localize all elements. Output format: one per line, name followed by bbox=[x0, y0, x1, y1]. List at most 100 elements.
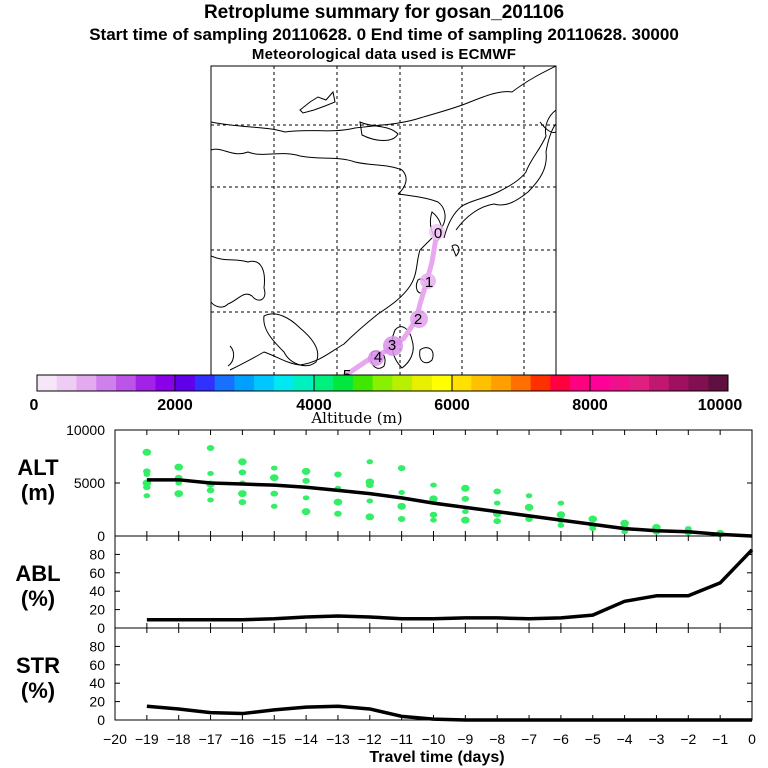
map-frame bbox=[210, 65, 557, 376]
colorbar-cell bbox=[491, 375, 512, 391]
scatter-point bbox=[557, 522, 565, 528]
x-tick-label: −4 bbox=[617, 731, 633, 747]
x-tick-label: −3 bbox=[648, 731, 664, 747]
x-tick-label: −10 bbox=[422, 731, 446, 747]
panel-frame bbox=[114, 535, 753, 629]
panel-alt: ALT (m) 0 5000 10000 bbox=[17, 422, 753, 544]
y-tick-label: 5000 bbox=[74, 475, 105, 491]
scatter-point bbox=[430, 517, 437, 523]
scatter-point bbox=[430, 482, 437, 488]
y-tick-label: 20 bbox=[89, 694, 105, 710]
scatter-point bbox=[238, 490, 247, 498]
colorbar-cell bbox=[293, 375, 314, 391]
x-tick-label: −14 bbox=[294, 731, 318, 747]
scatter-point bbox=[206, 445, 215, 452]
x-tick-label: −5 bbox=[585, 731, 601, 747]
colorbar-cell bbox=[609, 375, 630, 391]
scatter-point bbox=[334, 510, 342, 517]
scatter-point bbox=[461, 495, 470, 502]
scatter-point bbox=[525, 493, 533, 499]
day-1-label: 1 bbox=[425, 274, 433, 291]
scatter-point bbox=[175, 480, 182, 486]
colorbar-title: Altitude (m) bbox=[310, 409, 402, 427]
colorbar-cell bbox=[273, 375, 295, 391]
scatter-point bbox=[269, 474, 279, 482]
panel-ylabel: ALT (m) bbox=[17, 455, 59, 505]
scatter-point bbox=[301, 508, 311, 516]
x-tick-label: −16 bbox=[231, 731, 255, 747]
scatter-point bbox=[556, 511, 566, 519]
scatter-point bbox=[365, 513, 375, 521]
y-tick-label: 0 bbox=[97, 528, 105, 544]
colorbar-cell bbox=[372, 375, 393, 391]
colorbar-cell bbox=[530, 375, 551, 391]
panel-frame bbox=[114, 627, 753, 721]
day-2-label: 2 bbox=[414, 311, 422, 328]
day-3-label: 3 bbox=[388, 337, 396, 354]
scatter-point bbox=[301, 467, 311, 475]
scatter-point bbox=[270, 465, 278, 471]
scatter-point bbox=[397, 465, 406, 472]
colorbar-cell bbox=[668, 375, 690, 391]
colorbar-cell bbox=[135, 375, 156, 391]
colorbar-cell bbox=[175, 375, 196, 391]
scatter-point bbox=[620, 519, 629, 527]
x-tick-label: −11 bbox=[390, 731, 413, 747]
scatter-point bbox=[621, 529, 628, 535]
x-tick-label: −8 bbox=[489, 731, 505, 747]
colorbar-tick: 10000 bbox=[698, 397, 743, 414]
scatter-point bbox=[589, 526, 597, 532]
colorbar-cell bbox=[570, 375, 591, 391]
x-tick-label: 0 bbox=[748, 731, 756, 747]
y-tick-label: 60 bbox=[89, 565, 105, 581]
y-tick-label: 10000 bbox=[66, 422, 105, 438]
colorbar-cell bbox=[254, 375, 275, 391]
scatter-point bbox=[397, 516, 406, 523]
scatter-point bbox=[366, 482, 374, 489]
x-tick-label: −13 bbox=[326, 731, 350, 747]
scatter-point bbox=[334, 471, 342, 478]
colorbar-cell bbox=[155, 375, 176, 391]
y-tick-label: 0 bbox=[97, 620, 105, 636]
x-tick-label: −1 bbox=[712, 731, 728, 747]
x-tick-label: −20 bbox=[103, 731, 127, 747]
scatter-point bbox=[143, 472, 151, 478]
colorbar-tick: 8000 bbox=[572, 397, 608, 414]
scatter-point bbox=[238, 458, 247, 466]
scatter-point bbox=[493, 518, 502, 525]
colorbar-cell bbox=[115, 375, 137, 391]
scatter-point bbox=[366, 498, 374, 504]
meteo-data-line: Meteorological data used is ECMWF bbox=[251, 46, 517, 63]
x-tick-label: −18 bbox=[167, 731, 191, 747]
x-tick-label: −17 bbox=[199, 731, 223, 747]
series-line bbox=[146, 704, 752, 722]
colorbar-cell bbox=[649, 375, 670, 391]
day-0-label: 0 bbox=[434, 225, 442, 242]
scatter-point bbox=[143, 493, 151, 499]
x-tick-label: −2 bbox=[680, 731, 696, 747]
y-tick-label: 20 bbox=[89, 602, 105, 618]
sampling-time-line: Start time of sampling 20110628. 0 End t… bbox=[89, 25, 679, 44]
scatter-point bbox=[142, 448, 152, 456]
x-tick-label: −15 bbox=[262, 731, 286, 747]
colorbar-cell bbox=[589, 375, 611, 391]
colorbar-cell bbox=[688, 375, 709, 391]
colorbar-cell bbox=[352, 375, 374, 391]
panel-abl: ABL (%) 0 20 40 60 80 bbox=[15, 535, 754, 636]
colorbar-cell bbox=[194, 375, 216, 391]
scatter-point bbox=[333, 498, 343, 506]
scatter-point bbox=[462, 509, 469, 515]
colorbar-cell bbox=[333, 375, 354, 391]
colorbar-cell bbox=[234, 375, 255, 391]
scatter-point bbox=[461, 484, 470, 492]
colorbar-cell bbox=[76, 375, 97, 391]
scatter-point bbox=[557, 500, 565, 506]
scatter-point bbox=[398, 490, 405, 496]
scatter-point bbox=[493, 488, 502, 495]
scatter-point bbox=[207, 497, 214, 503]
scatter-point bbox=[270, 503, 278, 509]
scatter-point bbox=[207, 470, 214, 476]
y-tick-label: 80 bbox=[89, 638, 105, 654]
